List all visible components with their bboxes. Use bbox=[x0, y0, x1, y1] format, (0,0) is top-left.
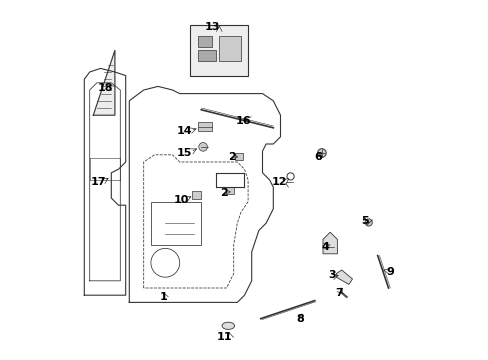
Ellipse shape bbox=[222, 322, 234, 329]
Bar bbox=[226, 187, 234, 194]
Bar bbox=[197, 122, 212, 131]
Text: 18: 18 bbox=[98, 83, 113, 93]
Text: 17: 17 bbox=[90, 177, 106, 187]
Text: 11: 11 bbox=[216, 332, 231, 342]
Polygon shape bbox=[322, 232, 337, 254]
Text: 7: 7 bbox=[335, 288, 343, 298]
Text: 2: 2 bbox=[227, 152, 235, 162]
Circle shape bbox=[199, 143, 207, 151]
Bar bbox=[197, 36, 212, 47]
Text: 12: 12 bbox=[271, 177, 286, 187]
Bar bbox=[192, 191, 201, 199]
Text: 8: 8 bbox=[296, 314, 303, 324]
Bar bbox=[219, 36, 241, 61]
Bar bbox=[190, 25, 247, 76]
Circle shape bbox=[365, 219, 371, 226]
Polygon shape bbox=[336, 270, 352, 284]
Text: 4: 4 bbox=[321, 242, 328, 252]
Text: 3: 3 bbox=[328, 270, 336, 280]
Bar bbox=[235, 153, 243, 160]
Text: 9: 9 bbox=[386, 267, 394, 277]
Text: 10: 10 bbox=[173, 195, 188, 205]
Text: 1: 1 bbox=[159, 292, 167, 302]
Text: 5: 5 bbox=[360, 216, 368, 226]
Circle shape bbox=[317, 149, 325, 157]
Text: 15: 15 bbox=[177, 148, 192, 158]
Text: 13: 13 bbox=[204, 22, 220, 32]
Text: 14: 14 bbox=[176, 126, 192, 136]
Bar bbox=[197, 50, 215, 61]
Text: 16: 16 bbox=[235, 116, 250, 126]
Text: 2: 2 bbox=[220, 188, 228, 198]
Polygon shape bbox=[93, 50, 115, 115]
Text: 6: 6 bbox=[313, 152, 321, 162]
